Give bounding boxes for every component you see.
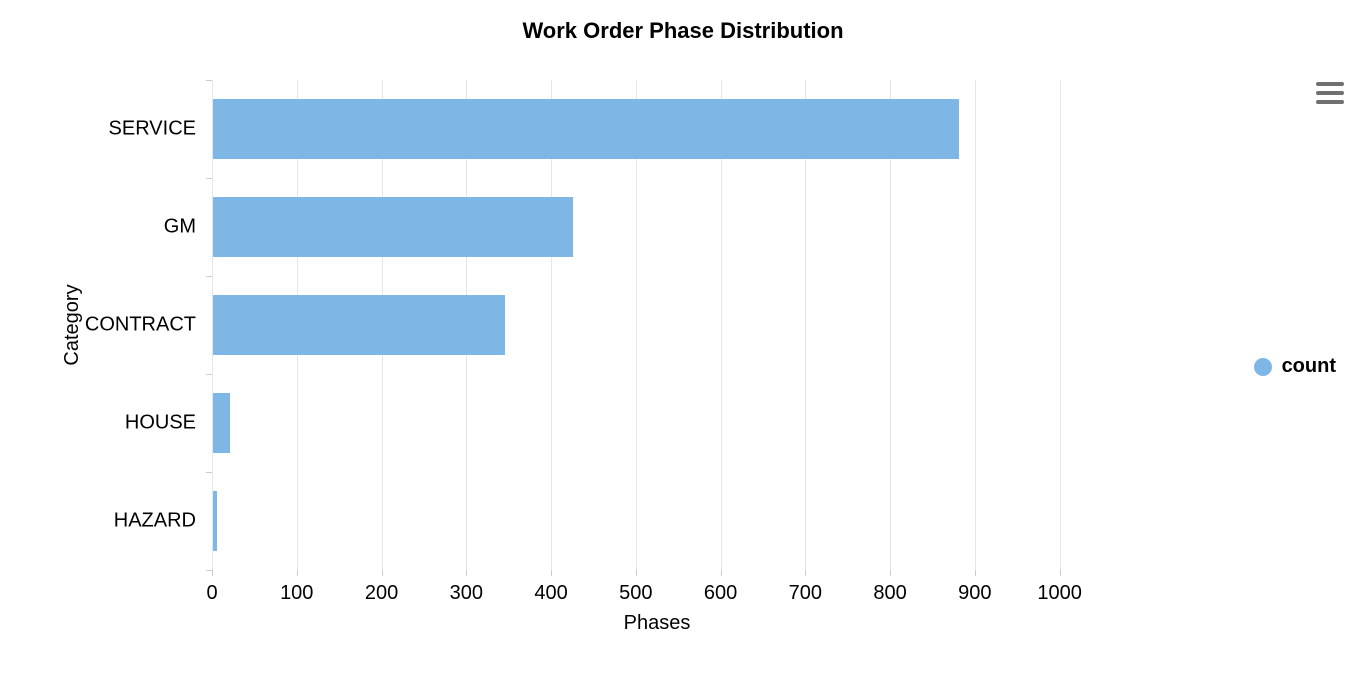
chart-container: Work Order Phase Distribution count Cate… — [0, 0, 1366, 680]
x-tick — [212, 570, 213, 576]
x-tick — [551, 570, 552, 576]
y-tick — [206, 374, 212, 375]
y-axis-title: Category — [61, 284, 84, 365]
hamburger-menu-icon[interactable] — [1316, 82, 1344, 104]
legend-label: count — [1282, 355, 1336, 378]
plot-area: Category Phases 010020030040050060070080… — [212, 80, 1102, 570]
x-tick — [721, 570, 722, 576]
bar[interactable] — [213, 491, 217, 551]
y-tick — [206, 472, 212, 473]
x-tick-label: 800 — [873, 582, 906, 605]
x-tick — [805, 570, 806, 576]
x-tick-label: 300 — [450, 582, 483, 605]
y-category-label: SERVICE — [109, 118, 196, 141]
y-tick — [206, 276, 212, 277]
x-tick-label: 900 — [958, 582, 991, 605]
y-tick — [206, 178, 212, 179]
x-tick — [636, 570, 637, 576]
x-tick — [382, 570, 383, 576]
x-tick-label: 100 — [280, 582, 313, 605]
y-category-label: GM — [164, 216, 196, 239]
bar[interactable] — [213, 197, 573, 257]
x-tick-label: 400 — [534, 582, 567, 605]
x-tick-label: 500 — [619, 582, 652, 605]
legend[interactable]: count — [1254, 355, 1336, 378]
bar[interactable] — [213, 295, 505, 355]
y-category-label: HOUSE — [125, 412, 196, 435]
gridline — [975, 80, 976, 570]
legend-swatch-icon — [1254, 358, 1272, 376]
x-tick — [466, 570, 467, 576]
x-tick — [297, 570, 298, 576]
y-tick — [206, 80, 212, 81]
x-tick-label: 200 — [365, 582, 398, 605]
chart-title: Work Order Phase Distribution — [0, 18, 1366, 44]
x-tick — [975, 570, 976, 576]
x-tick — [890, 570, 891, 576]
y-tick — [206, 570, 212, 571]
bar[interactable] — [213, 393, 230, 453]
x-tick-label: 700 — [789, 582, 822, 605]
x-axis-title: Phases — [624, 612, 691, 635]
y-category-label: HAZARD — [114, 510, 196, 533]
x-tick-label: 1000 — [1037, 582, 1082, 605]
x-tick-label: 600 — [704, 582, 737, 605]
x-tick — [1060, 570, 1061, 576]
y-category-label: CONTRACT — [85, 314, 196, 337]
bar[interactable] — [213, 99, 959, 159]
gridline — [1060, 80, 1061, 570]
x-tick-label: 0 — [206, 582, 217, 605]
